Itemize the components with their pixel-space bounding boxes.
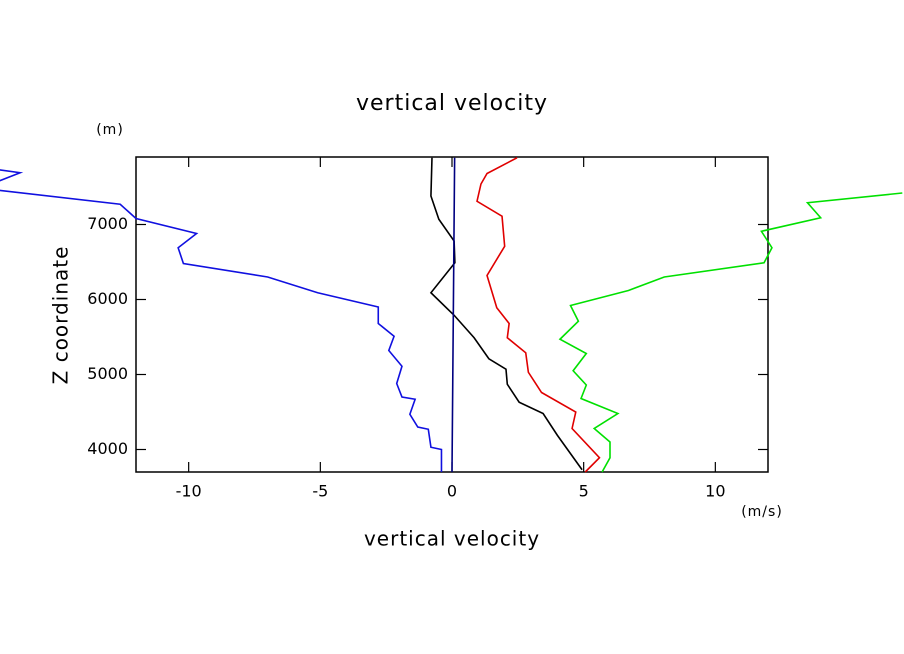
- y-tick-label: 7000: [87, 214, 128, 233]
- x-unit: (m/s): [741, 504, 783, 520]
- y-axis-label: Z coordinate: [49, 246, 73, 385]
- line: [451, 157, 456, 473]
- x-tick-label: 5: [579, 482, 589, 501]
- y-tick-label: 4000: [87, 439, 128, 458]
- line: [558, 192, 903, 473]
- line: [429, 157, 583, 471]
- y-tick-label: 6000: [87, 289, 128, 308]
- x-tick-label: 10: [705, 482, 725, 501]
- line: [476, 157, 601, 473]
- chart-title: vertical velocity: [356, 91, 548, 116]
- x-tick-label: -10: [176, 482, 202, 501]
- line: [0, 169, 443, 472]
- y-unit: (m): [96, 122, 124, 138]
- x-tick-label: -5: [312, 482, 328, 501]
- x-axis-label: vertical velocity: [364, 527, 540, 551]
- y-tick-label: 5000: [87, 364, 128, 383]
- x-tick-label: 0: [447, 482, 457, 501]
